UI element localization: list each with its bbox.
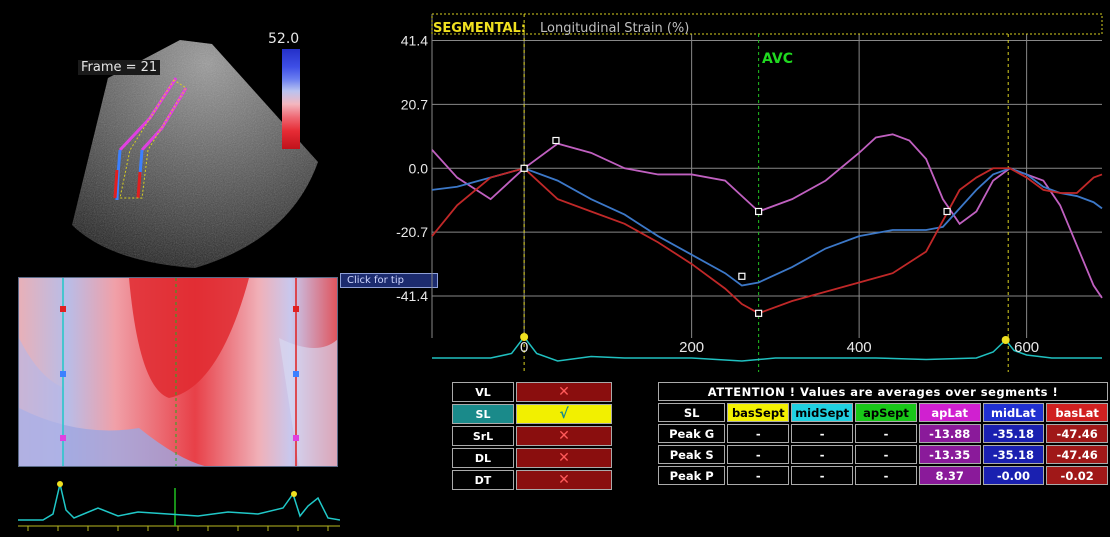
segment-header-midsept: midSept: [791, 403, 854, 422]
measurement-mode-table: VL ✕ SL √ SrL ✕ DL ✕ DT ✕: [450, 380, 614, 492]
value-cell: -35.18: [982, 445, 1045, 464]
ultrasound-panel[interactable]: [0, 0, 340, 270]
ecg-marker: [520, 333, 529, 341]
mode-label-sl[interactable]: SL: [452, 404, 514, 424]
mode-label-srl[interactable]: SrL: [452, 426, 514, 446]
value-cell: -: [855, 445, 917, 464]
value-cell: 8.37: [918, 466, 981, 485]
attention-banner: ATTENTION ! Values are averages over seg…: [658, 382, 1108, 401]
frame-label: Frame = 21: [78, 60, 161, 75]
avc-annotation: AVC: [762, 51, 793, 67]
mode-state-dl-cross-icon[interactable]: ✕: [516, 448, 612, 468]
value-cell: -47.46: [1046, 445, 1108, 464]
mode-row-dl[interactable]: DL ✕: [452, 448, 612, 468]
segment-header-aplat: apLat: [918, 403, 981, 422]
row-label-peak-s: Peak S: [658, 445, 726, 464]
value-cell: -0.00: [982, 466, 1045, 485]
mode-header: SL: [658, 403, 726, 422]
value-cell: -0.02: [1046, 466, 1108, 485]
x-tick-label: 0: [520, 339, 528, 356]
segment-header-midlat: midLat: [982, 403, 1045, 422]
value-cell: -: [727, 424, 790, 443]
y-tick-label: -20.7: [396, 224, 428, 240]
mode-state-srl-cross-icon[interactable]: ✕: [516, 426, 612, 446]
value-cell: -35.18: [982, 424, 1045, 443]
peak-marker: [943, 207, 951, 216]
segment-values-table: ATTENTION ! Values are averages over seg…: [656, 380, 1110, 487]
ecg-marker: [1001, 336, 1010, 344]
mode-state-dt-cross-icon[interactable]: ✕: [516, 470, 612, 490]
strain-series-line: [431, 167, 1103, 287]
mode-label-vl[interactable]: VL: [452, 382, 514, 402]
table-row: Peak P - - - 8.37 -0.00 -0.02: [658, 466, 1108, 485]
segment-header-row: SL basSept midSept apSept apLat midLat b…: [658, 403, 1108, 422]
mode-row-vl[interactable]: VL ✕: [452, 382, 612, 402]
mode-state-sl-check-icon[interactable]: √: [516, 404, 612, 424]
y-tick-label: 20.7: [401, 96, 428, 112]
x-tick-label: 400: [847, 339, 872, 356]
value-cell: -47.46: [1046, 424, 1108, 443]
table-row: Peak G - - - -13.88 -35.18 -47.46: [658, 424, 1108, 443]
mode-row-srl[interactable]: SrL ✕: [452, 426, 612, 446]
ultrasound-image[interactable]: [0, 0, 340, 270]
strain-chart-svg[interactable]: 41.4 20.7 0.0 -20.7 -41.4 0 200 400 600: [340, 0, 1110, 372]
value-cell: -13.88: [918, 424, 981, 443]
table-row: Peak S - - - -13.35 -35.18 -47.46: [658, 445, 1108, 464]
segment-header-baslat: basLat: [1046, 403, 1108, 422]
peak-marker: [520, 164, 528, 172]
value-cell: -: [791, 445, 854, 464]
curved-mmode-map[interactable]: [18, 277, 338, 467]
mode-label-dl[interactable]: DL: [452, 448, 514, 468]
peak-marker: [738, 272, 746, 280]
row-label-peak-g: Peak G: [658, 424, 726, 443]
chart-title: SEGMENTAL:: [433, 21, 527, 36]
strain-series-line: [431, 133, 1103, 299]
mode-state-vl-cross-icon[interactable]: ✕: [516, 382, 612, 402]
ecg-trace: [432, 335, 1102, 362]
value-cell: -: [727, 445, 790, 464]
chart-subtitle: Longitudinal Strain (%): [540, 21, 690, 36]
mini-ecg-strip: [18, 478, 341, 533]
mode-row-dt[interactable]: DT ✕: [452, 470, 612, 490]
value-cell: -: [855, 424, 917, 443]
strain-chart[interactable]: 41.4 20.7 0.0 -20.7 -41.4 0 200 400 600: [340, 0, 1110, 372]
color-scale-bar: [282, 49, 300, 149]
row-label-peak-p: Peak P: [658, 466, 726, 485]
y-tick-label: 0.0: [409, 160, 429, 176]
mode-row-sl[interactable]: SL √: [452, 404, 612, 424]
mode-label-dt[interactable]: DT: [452, 470, 514, 490]
value-cell: -: [727, 466, 790, 485]
x-tick-label: 200: [679, 339, 704, 356]
y-tick-label: 41.4: [401, 33, 428, 49]
segment-header-bassept: basSept: [727, 403, 790, 422]
peak-marker: [755, 207, 763, 216]
value-cell: -: [855, 466, 917, 485]
strain-series-line: [431, 167, 1103, 315]
click-for-tip-button[interactable]: Click for tip: [340, 273, 438, 288]
value-cell: -: [791, 424, 854, 443]
title-box: [431, 13, 1103, 35]
y-tick-label: -41.4: [396, 288, 428, 304]
peak-marker: [552, 136, 560, 145]
base-segment-trace: [113, 169, 119, 199]
value-cell: -13.35: [918, 445, 981, 464]
peak-marker: [755, 309, 763, 317]
value-cell: -: [791, 466, 854, 485]
segment-header-apsept: apSept: [855, 403, 917, 422]
color-scale-max: 52.0: [268, 31, 300, 47]
x-tick-label: 600: [1014, 339, 1039, 356]
